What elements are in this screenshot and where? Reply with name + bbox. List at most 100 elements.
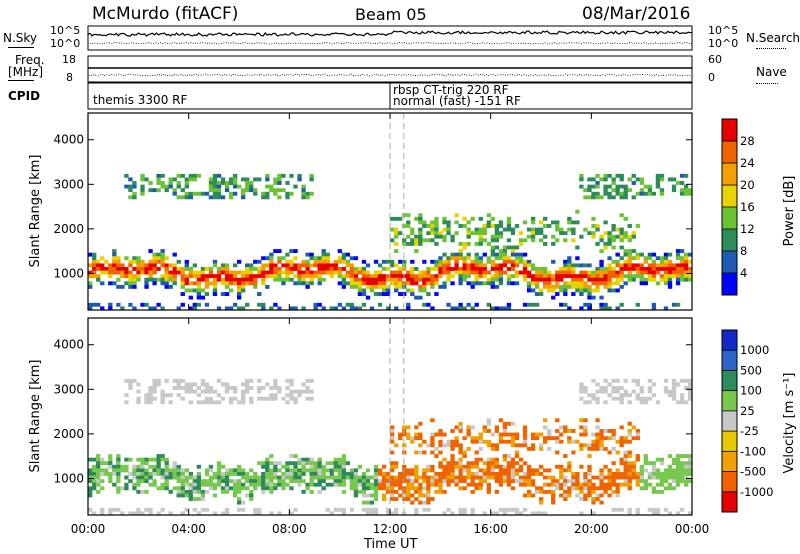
heatmap-cell	[261, 472, 266, 476]
heatmap-cell	[430, 231, 435, 236]
heatmap-cell	[212, 259, 218, 264]
heatmap-cell	[543, 241, 548, 246]
heatmap-cell	[394, 507, 399, 512]
heatmap-cell	[458, 421, 463, 426]
heatmap-cell	[486, 461, 491, 466]
heatmap-cell	[675, 400, 681, 405]
heatmap-cell	[462, 464, 467, 469]
heatmap-cell	[329, 468, 334, 473]
heatmap-cell	[450, 464, 455, 469]
heatmap-cell	[349, 507, 355, 512]
heatmap-cell	[216, 479, 222, 484]
heatmap-cell	[216, 195, 222, 200]
heatmap-cell	[289, 396, 294, 401]
heatmap-cell	[422, 450, 427, 455]
heatmap-cell	[555, 486, 560, 491]
heatmap-cell	[623, 450, 628, 455]
heatmap-cell	[289, 249, 294, 253]
heatmap-cell	[116, 259, 121, 264]
heatmap-cell	[385, 482, 391, 487]
heatmap-cell	[236, 292, 242, 296]
heatmap-cell	[599, 468, 604, 473]
heatmap-cell	[474, 457, 479, 462]
heatmap-cell	[249, 497, 254, 501]
heatmap-cell	[458, 468, 463, 473]
heatmap-cell	[571, 281, 576, 286]
heatmap-cell	[341, 306, 347, 311]
heatmap-cell	[390, 259, 395, 264]
heatmap-cell	[136, 479, 141, 484]
heatmap-cell	[434, 432, 439, 437]
heatmap-cell	[204, 489, 210, 494]
heatmap-cell	[289, 267, 294, 271]
heatmap-cell	[587, 446, 592, 451]
heatmap-cell	[430, 227, 435, 232]
heatmap-cell	[510, 507, 516, 512]
heatmap-cell	[88, 263, 93, 268]
heatmap-cell	[603, 436, 608, 441]
heatmap-cell	[245, 177, 250, 182]
heatmap-cell	[655, 281, 661, 286]
heatmap-cell	[599, 429, 604, 433]
heatmap-cell	[482, 224, 487, 228]
heatmap-cell	[430, 220, 435, 225]
heatmap-cell	[538, 220, 544, 225]
heatmap-cell	[156, 277, 161, 282]
heatmap-cell	[265, 256, 270, 261]
heatmap-cell	[486, 472, 491, 476]
heatmap-cell	[434, 479, 439, 484]
heatmap-cell	[410, 267, 415, 271]
heatmap-cell	[490, 274, 495, 279]
heatmap-cell	[490, 443, 495, 448]
heatmap-cell	[446, 302, 451, 307]
heatmap-cell	[687, 267, 693, 271]
heatmap-cell	[236, 468, 242, 473]
heatmap-cell	[216, 173, 222, 178]
heatmap-cell	[430, 464, 435, 469]
heatmap-cell	[551, 493, 556, 498]
heatmap-cell	[595, 173, 600, 178]
heatmap-cell	[599, 238, 604, 243]
heatmap-cell	[180, 378, 185, 383]
heatmap-cell	[478, 281, 483, 286]
heatmap-cell	[450, 479, 455, 484]
heatmap-cell	[200, 267, 206, 271]
heatmap-cell	[506, 464, 512, 469]
heatmap-cell	[273, 188, 278, 193]
heatmap-cell	[619, 173, 624, 178]
heatmap-cell	[164, 393, 169, 398]
heatmap-cell	[647, 277, 653, 282]
heatmap-cell	[365, 295, 371, 300]
heatmap-cell	[176, 306, 181, 311]
heatmap-cell	[502, 249, 508, 253]
heatmap-cell	[599, 389, 604, 394]
heatmap-cell	[663, 475, 669, 480]
heatmap-cell	[196, 270, 202, 275]
heatmap-cell	[687, 277, 693, 282]
heatmap-cell	[667, 468, 673, 473]
heatmap-cell	[486, 281, 491, 286]
heatmap-cell	[361, 270, 367, 275]
heatmap-cell	[490, 472, 495, 476]
heatmap-cell	[430, 497, 435, 501]
heatmap-cell	[631, 464, 636, 469]
heatmap-cell	[647, 507, 653, 512]
heatmap-cell	[615, 281, 620, 286]
heatmap-cell	[204, 479, 210, 484]
heatmap-cell	[619, 436, 624, 441]
heatmap-cell	[120, 486, 125, 491]
heatmap-cell	[514, 468, 520, 473]
heatmap-cell	[675, 382, 681, 387]
heatmap-cell	[337, 475, 342, 480]
heatmap-cell	[353, 482, 359, 487]
freq-label-2: [MHz]	[8, 65, 44, 79]
heatmap-cell	[88, 475, 93, 480]
heatmap-cell	[309, 263, 314, 268]
heatmap-cell	[611, 378, 616, 383]
heatmap-cell	[365, 284, 371, 289]
heatmap-cell	[361, 288, 367, 293]
heatmap-cell	[337, 461, 342, 466]
heatmap-cell	[212, 177, 218, 182]
heatmap-cell	[446, 464, 451, 469]
